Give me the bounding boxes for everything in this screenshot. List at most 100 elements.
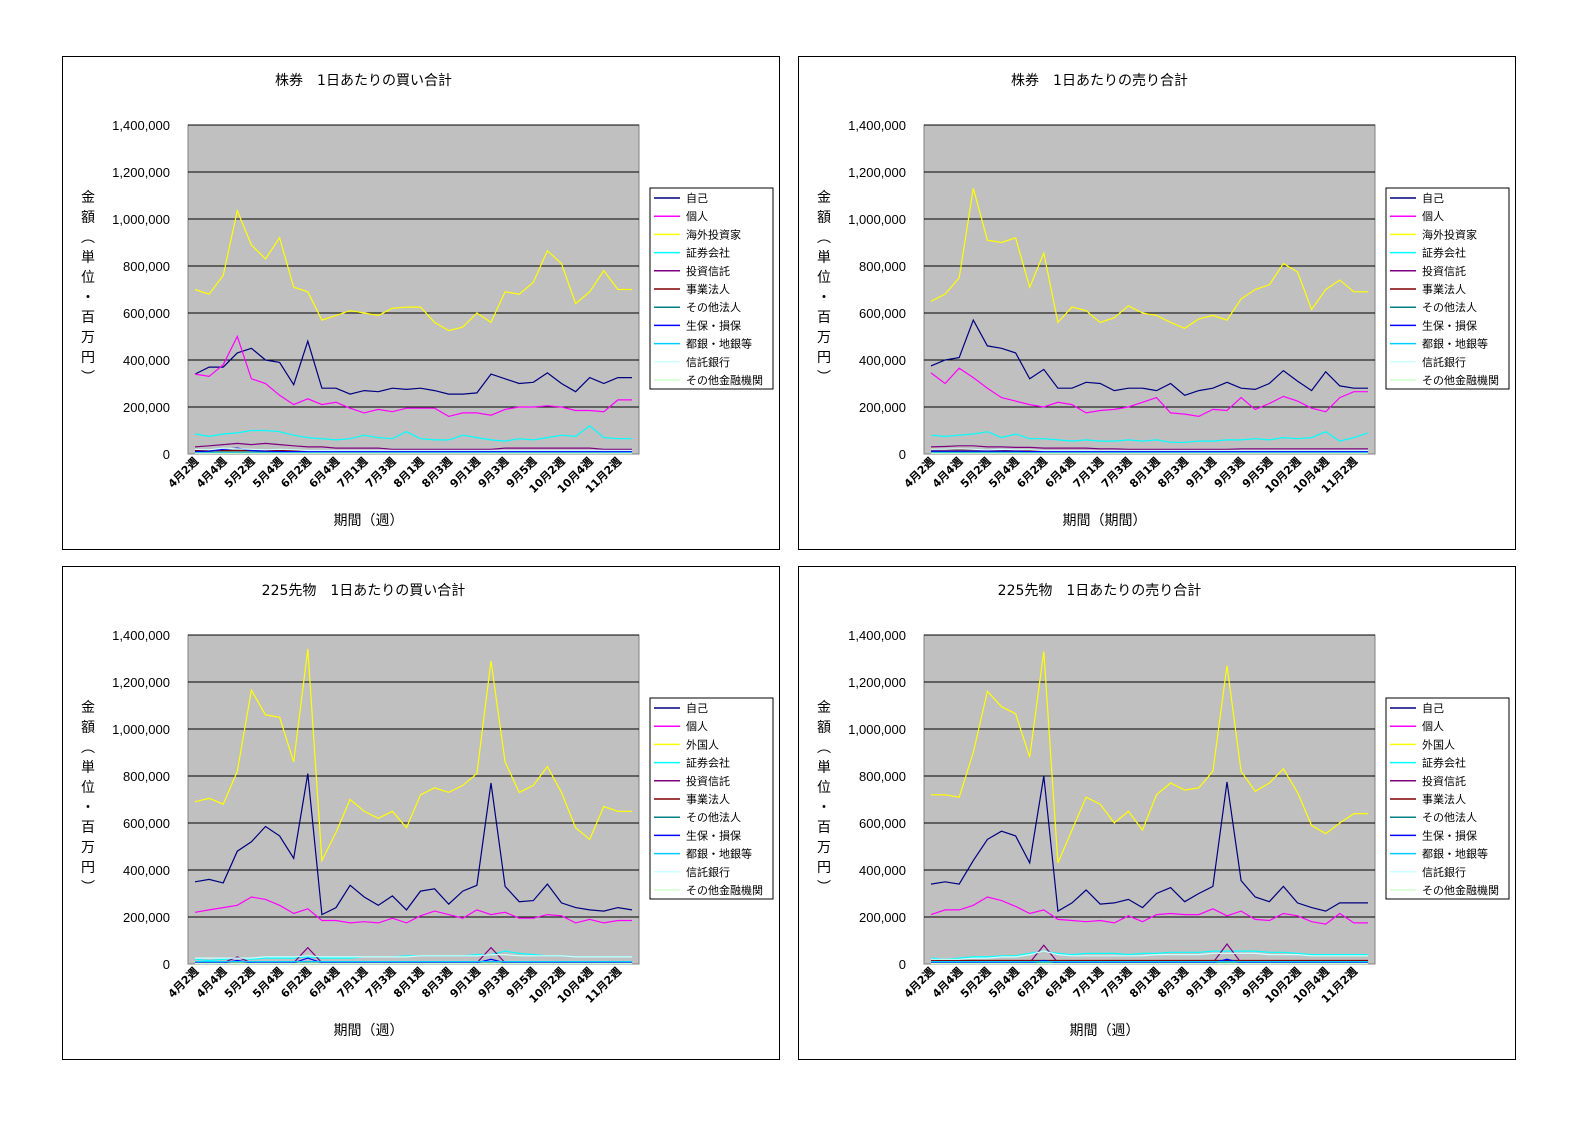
chart-panel-futures-sell: 225先物 1日あたりの売り合計 0 200,000 400,000 600,000 80… <box>798 566 1516 1060</box>
series-line-9 <box>195 954 632 959</box>
y-tick-label: 1,000,000 <box>848 212 906 227</box>
legend-label: 都銀・地銀等 <box>686 337 752 351</box>
x-tick-label: 8月3週 <box>419 454 455 490</box>
y-axis-label-char: 額 <box>817 720 831 736</box>
x-tick-label: 7月3週 <box>362 454 398 490</box>
y-tick-label: 0 <box>163 957 170 972</box>
x-tick-label: 4月4週 <box>193 454 229 490</box>
legend-label: その他金融機関 <box>686 373 763 387</box>
x-tick-label: 5月4週 <box>249 454 285 490</box>
legend-label: 外国人 <box>1422 738 1455 751</box>
x-tick-label: 9月1週 <box>447 454 483 490</box>
x-tick-label: 9月3週 <box>475 964 511 1000</box>
x-tick-label: 6月2週 <box>1014 454 1050 490</box>
legend-label: 海外投資家 <box>686 227 741 241</box>
x-tick-label: 6月2週 <box>278 964 314 1000</box>
legend-label: 信託銀行 <box>1422 865 1466 879</box>
legend-label: その他金融機関 <box>1422 373 1499 387</box>
x-tick-label: 7月3週 <box>362 964 398 1000</box>
y-tick-label: 800,000 <box>859 769 906 784</box>
y-tick-label: 1,400,000 <box>848 118 906 133</box>
y-tick-label: 1,400,000 <box>848 628 906 643</box>
x-axis-title: 期間（週） <box>334 513 404 529</box>
y-tick-label: 1,000,000 <box>112 722 170 737</box>
legend-label: 個人 <box>686 210 708 223</box>
legend-label: 自己 <box>686 702 708 715</box>
x-tick-label: 5月2週 <box>221 454 257 490</box>
y-axis-label-char: ・ <box>817 800 831 816</box>
y-axis-label-char: 位 <box>81 780 95 796</box>
x-tick-label: 9月1週 <box>1183 964 1219 1000</box>
y-axis-label-char: ︶ <box>817 880 831 896</box>
legend-label: 投資信託 <box>1422 774 1466 788</box>
legend-label: 自己 <box>1422 702 1444 715</box>
y-axis-label-char: 万 <box>81 330 95 346</box>
plot-area <box>923 124 1376 455</box>
x-tick-label: 9月1週 <box>447 964 483 1000</box>
series-line-1 <box>194 896 632 924</box>
y-tick-label: 1,200,000 <box>112 675 170 690</box>
legend-label: 事業法人 <box>1422 282 1466 296</box>
x-tick-label: 6月2週 <box>278 454 314 490</box>
legend-label: 海外投資家 <box>1422 227 1477 241</box>
legend-label: 証券会社 <box>1422 246 1466 260</box>
legend-label: 個人 <box>686 720 708 733</box>
y-axis-label-char: 万 <box>817 330 831 346</box>
legend-label: その他法人 <box>1422 300 1477 314</box>
y-tick-label: 0 <box>899 957 906 972</box>
chart-title: 225先物 1日あたりの売り合計 <box>998 583 1202 599</box>
legend-label: 信託銀行 <box>686 355 730 369</box>
y-tick-label: 0 <box>163 447 170 462</box>
x-tick-label: 9月3週 <box>1211 454 1247 490</box>
x-axis-title: 期間（期間） <box>1063 513 1147 529</box>
x-tick-label: 6月4週 <box>1042 964 1078 1000</box>
y-axis-label-char: ︶ <box>81 880 95 896</box>
y-axis-label-char: 単 <box>81 250 95 266</box>
y-axis-label-char: 位 <box>81 270 95 286</box>
y-axis-label-char: ︵ <box>817 230 831 246</box>
y-tick-label: 1,200,000 <box>112 165 170 180</box>
x-tick-label: 4月2週 <box>901 964 937 1000</box>
series-line-0 <box>930 775 1368 913</box>
chart-title: 株券 1日あたりの売り合計 <box>1011 73 1188 89</box>
chart-panel-stock-buy: 株券 1日あたりの買い合計 0 200,000 400,000 600,000 800,0… <box>62 56 780 550</box>
y-tick-label: 0 <box>899 447 906 462</box>
series-line-4 <box>930 445 1368 450</box>
y-axis-label-char: 額 <box>81 210 95 226</box>
y-axis-label-char: 金 <box>81 700 95 716</box>
legend-label: 投資信託 <box>686 774 730 788</box>
y-axis-label-char: ︵ <box>81 740 95 756</box>
legend-label: 都銀・地銀等 <box>686 847 752 861</box>
y-axis-label-char: ︵ <box>81 230 95 246</box>
legend-label: 自己 <box>1422 192 1444 205</box>
y-axis-label-char: 万 <box>81 840 95 856</box>
series-line-2 <box>194 208 632 332</box>
legend-label: その他金融機関 <box>1422 883 1499 897</box>
legend-label: 事業法人 <box>1422 792 1466 806</box>
x-tick-label: 5月2週 <box>221 964 257 1000</box>
legend-label: 都銀・地銀等 <box>1422 337 1488 351</box>
x-tick-label: 8月1週 <box>390 454 426 490</box>
y-tick-label: 200,000 <box>859 400 906 415</box>
legend-label: 投資信託 <box>686 264 730 278</box>
series-line-1 <box>194 334 632 418</box>
y-axis-label-char: ︶ <box>81 370 95 386</box>
y-tick-label: 1,000,000 <box>848 722 906 737</box>
y-tick-label: 1,400,000 <box>112 628 170 643</box>
y-axis-label-char: 円 <box>817 860 831 876</box>
y-axis-label-char: 万 <box>817 840 831 856</box>
series-line-9 <box>931 950 1368 960</box>
legend-label: 証券会社 <box>686 246 730 260</box>
chart-title: 株券 1日あたりの買い合計 <box>275 73 452 89</box>
series-line-3 <box>194 425 632 442</box>
chart-title: 225先物 1日あたりの買い合計 <box>262 583 466 599</box>
y-tick-label: 400,000 <box>859 353 906 368</box>
legend-label: 信託銀行 <box>686 865 730 879</box>
y-axis-label-char: 単 <box>817 760 831 776</box>
x-tick-label: 6月4週 <box>1042 454 1078 490</box>
legend-label: 証券会社 <box>686 756 730 770</box>
x-tick-label: 7月1週 <box>334 964 370 1000</box>
legend-label: 事業法人 <box>686 282 730 296</box>
x-tick-label: 6月2週 <box>1014 964 1050 1000</box>
y-tick-label: 1,200,000 <box>848 165 906 180</box>
